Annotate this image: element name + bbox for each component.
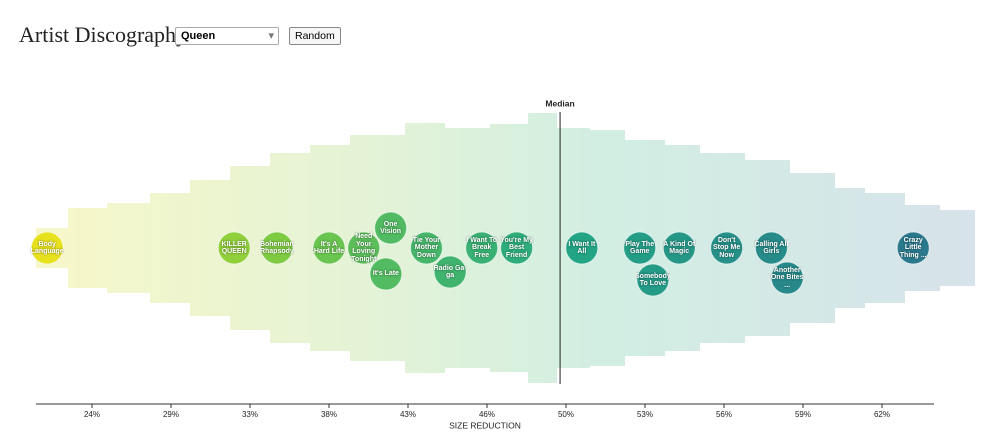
song-label: One Vision: [380, 220, 402, 236]
song-point: [636, 263, 670, 297]
song-point: [565, 231, 599, 265]
x-tick-label: 53%: [637, 410, 653, 419]
song-label: I Want It All: [568, 240, 596, 256]
x-tick-label: 62%: [874, 410, 890, 419]
song-label: Don't Stop Me Now: [713, 236, 741, 259]
song-label-box: Crazy Little Thing ...: [899, 236, 927, 259]
x-tick-label: 38%: [321, 410, 337, 419]
x-axis-label: SIZE REDUCTION: [449, 420, 521, 430]
song-label-box: It's Late: [372, 270, 399, 278]
song-point: [312, 231, 346, 265]
song-label-box: Body Language: [30, 240, 64, 256]
song-label: Another One Bites ...: [770, 266, 804, 289]
song-label-box: A Kind Of Magic: [663, 240, 696, 256]
song-point: [30, 231, 64, 265]
median-label: Median: [545, 98, 574, 108]
song-point: [409, 231, 443, 265]
song-label: Radio Ga-ga: [433, 264, 467, 280]
song-label-box: I Want To Break Free: [466, 236, 498, 259]
song-label: Calling All Girls: [754, 240, 789, 256]
song-label: I Want To Break Free: [466, 236, 498, 259]
x-tick-label: 33%: [242, 410, 258, 419]
song-label-box: Calling All Girls: [754, 240, 789, 256]
song-point: [770, 261, 804, 295]
song-label: Need Your Loving Tonight: [351, 233, 377, 263]
x-tick-label: 50%: [558, 410, 574, 419]
song-point: [500, 231, 534, 265]
x-tick-label: 43%: [400, 410, 416, 419]
x-tick-label: 46%: [479, 410, 495, 419]
song-label: Tie Your Mother Down: [412, 236, 441, 259]
song-label: Somebody To Love: [635, 272, 670, 288]
song-point: [369, 257, 403, 291]
song-label-box: Somebody To Love: [635, 272, 670, 288]
song-label: It's A Hard Life: [313, 240, 345, 256]
song-point: [374, 211, 408, 245]
song-point: [896, 231, 930, 265]
song-label-box: Don't Stop Me Now: [713, 236, 741, 259]
song-point: [623, 231, 657, 265]
song-label: You're My Best Friend: [500, 236, 533, 259]
song-label-box: Tie Your Mother Down: [412, 236, 441, 259]
artist-select[interactable]: Queen: [175, 27, 279, 45]
x-tick-label: 24%: [84, 410, 100, 419]
song-label-box: One Vision: [380, 220, 402, 236]
page-title: Artist Discography: [19, 22, 188, 47]
song-label-box: Another One Bites ...: [770, 266, 804, 289]
song-label-box: Radio Ga-ga: [433, 264, 467, 280]
song-point: [465, 231, 499, 265]
song-label-box: You're My Best Friend: [500, 236, 533, 259]
x-tick-label: 56%: [716, 410, 732, 419]
song-point: [433, 255, 467, 289]
song-label-box: I Want It All: [568, 240, 596, 256]
song-point: [217, 231, 251, 265]
song-point: [710, 231, 744, 265]
song-label: Body Language: [30, 240, 64, 256]
song-point: [754, 231, 788, 265]
song-label-box: It's A Hard Life: [313, 240, 345, 256]
song-point: [347, 231, 381, 265]
song-label: Bohemian Rhapsody: [259, 240, 294, 256]
song-label: Crazy Little Thing ...: [899, 236, 927, 259]
song-label-box: Bohemian Rhapsody: [259, 240, 294, 256]
song-point: [260, 231, 294, 265]
song-label: It's Late: [372, 270, 399, 278]
song-label-box: KILLER QUEEN: [221, 240, 247, 256]
song-label: A Kind Of Magic: [663, 240, 696, 256]
song-label: Play The Game: [625, 240, 655, 256]
random-button[interactable]: Random: [289, 27, 341, 45]
song-label: KILLER QUEEN: [221, 240, 247, 256]
song-label-box: Need Your Loving Tonight: [351, 233, 377, 263]
song-point: [662, 231, 696, 265]
song-label-box: Play The Game: [625, 240, 655, 256]
x-tick-label: 29%: [163, 410, 179, 419]
x-tick-label: 59%: [795, 410, 811, 419]
